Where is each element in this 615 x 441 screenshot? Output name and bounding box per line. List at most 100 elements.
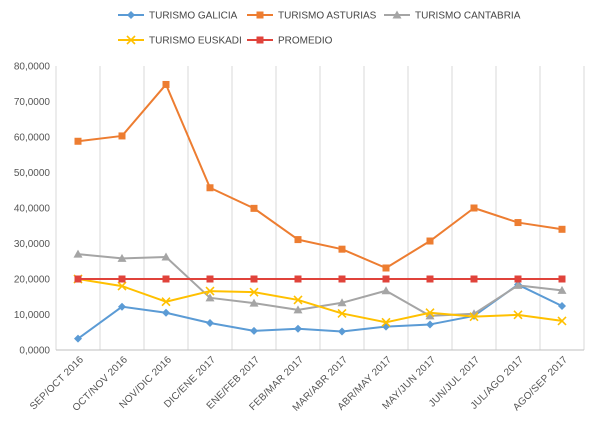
y-tick-label: 80,0000 (14, 62, 51, 73)
legend-item-promedio: PROMEDIO (247, 36, 333, 47)
series-turismo-asturias-line (77, 83, 563, 269)
series-turismo-galicia-line (77, 283, 563, 340)
legend-item-turismo-euskadi-label: TURISMO EUSKADI (149, 36, 242, 47)
series-turismo-cantabria-point (381, 286, 391, 295)
series-turismo-euskadi-point (205, 286, 215, 296)
legend-item-turismo-cantabria-label: TURISMO CANTABRIA (415, 11, 521, 22)
y-tick-label: 10,0000 (14, 310, 51, 321)
legend-item-turismo-asturias-label: TURISMO ASTURIAS (278, 11, 377, 22)
series-turismo-cantabria-point (117, 253, 127, 262)
series-turismo-euskadi-point (161, 297, 171, 307)
series-turismo-cantabria-point (205, 293, 215, 302)
series-turismo-cantabria-point (249, 298, 259, 307)
series-turismo-cantabria-point (161, 252, 171, 261)
series-turismo-asturias-point (338, 245, 346, 253)
series-turismo-euskadi-point (293, 295, 303, 305)
legend-item-turismo-cantabria: TURISMO CANTABRIA (384, 10, 521, 22)
series-turismo-galicia-point (558, 301, 566, 310)
legend-item-promedio-point (256, 36, 264, 44)
series-turismo-euskadi-point (513, 310, 523, 320)
series-turismo-euskadi-point-stroke (469, 312, 479, 322)
legend-item-turismo-euskadi-point-stroke (126, 35, 136, 45)
series-turismo-galicia-point (206, 319, 214, 328)
legend-item-turismo-euskadi: TURISMO EUSKADI (118, 35, 242, 47)
series-turismo-cantabria-point (337, 298, 347, 307)
series-turismo-euskadi-point-stroke (249, 287, 259, 297)
series-turismo-euskadi-point-stroke (337, 308, 347, 319)
series-turismo-asturias-point (206, 184, 214, 192)
series-turismo-asturias-point (514, 219, 522, 227)
legend-item-turismo-euskadi-point (126, 35, 136, 45)
series-promedio-point (426, 275, 434, 283)
legend-item-turismo-galicia-label: TURISMO GALICIA (149, 11, 238, 22)
series-turismo-euskadi-point (117, 281, 127, 291)
y-tick-label: 70,0000 (14, 97, 51, 108)
series-promedio-point (382, 275, 390, 283)
series-turismo-asturias (74, 80, 566, 272)
grid-lines (55, 66, 585, 350)
series-layer (73, 80, 567, 343)
series-promedio-point (514, 275, 522, 283)
y-tick-label: 60,0000 (14, 133, 51, 144)
series-turismo-galicia-point (338, 327, 346, 336)
series-promedio-point (118, 275, 126, 283)
series-turismo-asturias-point (74, 137, 82, 145)
series-turismo-euskadi-point (469, 312, 479, 322)
series-turismo-galicia-point (250, 326, 258, 335)
series-promedio-point (206, 275, 214, 283)
tick-labels: 0,0000 10,0000 20,0000 30,0000 40,0000 50,000… (14, 62, 570, 414)
series-turismo-galicia-point (294, 324, 302, 333)
series-turismo-euskadi-point (425, 308, 435, 318)
series-turismo-euskadi-point-stroke (161, 297, 171, 307)
series-turismo-euskadi-point-stroke (205, 286, 215, 296)
series-promedio-point (162, 275, 170, 283)
series-turismo-euskadi-point-stroke (117, 281, 127, 291)
legend-item-turismo-galicia-point (127, 11, 135, 19)
series-promedio-point (558, 275, 566, 283)
series-turismo-euskadi-point-stroke (293, 295, 303, 305)
legend-item-turismo-asturias-point (256, 11, 264, 19)
series-turismo-euskadi (73, 274, 567, 327)
legend-item-turismo-asturias: TURISMO ASTURIAS (247, 11, 377, 22)
y-tick-label: 50,0000 (14, 168, 51, 179)
series-turismo-euskadi-point-stroke (557, 316, 567, 326)
series-turismo-euskadi-point (249, 287, 259, 297)
series-turismo-galicia-point (426, 320, 434, 329)
series-turismo-cantabria-point (557, 285, 567, 294)
series-turismo-galicia-point (118, 302, 126, 311)
series-promedio-point (250, 275, 258, 283)
series-turismo-asturias-point (250, 204, 258, 212)
series-promedio-point (470, 275, 478, 283)
series-turismo-euskadi-line (77, 278, 563, 324)
series-turismo-asturias-point (118, 132, 126, 140)
series-turismo-euskadi-point-stroke (513, 310, 523, 320)
series-promedio-point (338, 275, 346, 283)
series-turismo-asturias-point (426, 237, 434, 245)
series-turismo-euskadi-point-stroke (425, 308, 435, 318)
y-tick-label: 0,0000 (19, 346, 50, 357)
series-turismo-galicia-point (74, 334, 82, 343)
series-turismo-galicia-point (162, 308, 170, 317)
series-turismo-asturias-point (162, 80, 170, 88)
y-tick-label: 40,0000 (14, 204, 51, 215)
series-turismo-euskadi-point (337, 308, 347, 319)
series-promedio (74, 275, 566, 283)
series-turismo-euskadi-point (557, 316, 567, 326)
series-turismo-asturias-point (382, 264, 390, 272)
series-turismo-cantabria-point (513, 280, 523, 289)
y-tick-label: 20,0000 (14, 275, 51, 286)
series-turismo-cantabria-point (293, 305, 303, 314)
series-turismo-galicia-point (382, 322, 390, 331)
series-turismo-asturias-point (294, 236, 302, 244)
legend: TURISMO GALICIA TURISMO ASTURIAS TURISMO C… (118, 10, 521, 47)
series-turismo-asturias-point (470, 204, 478, 212)
series-promedio-point (74, 275, 82, 283)
series-turismo-euskadi-point (381, 317, 391, 327)
series-promedio-point (294, 275, 302, 283)
series-turismo-cantabria-point (425, 311, 435, 320)
series-turismo-cantabria-point (73, 249, 83, 258)
legend-item-turismo-galicia: TURISMO GALICIA (118, 11, 238, 22)
series-turismo-asturias-point (558, 225, 566, 233)
